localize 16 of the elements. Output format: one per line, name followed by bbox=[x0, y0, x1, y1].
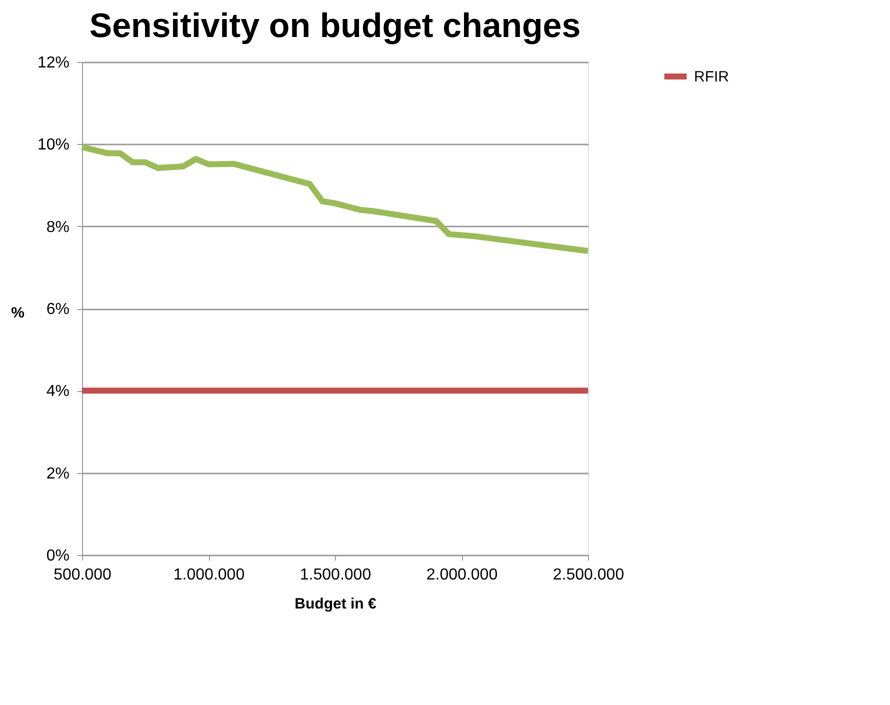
x-tick-label: 1.500.000 bbox=[300, 566, 372, 584]
x-tick-label: 1.000.000 bbox=[173, 566, 245, 584]
y-tick-label: 6% bbox=[46, 301, 70, 318]
chart-title: Sensitivity on budget changes bbox=[89, 7, 581, 45]
y-axis-title: % bbox=[11, 304, 24, 322]
y-tick-label: 12% bbox=[37, 54, 70, 72]
y-tick-label: 2% bbox=[46, 465, 70, 482]
y-tick-label: 10% bbox=[37, 136, 70, 154]
y-tick-label: 0% bbox=[46, 548, 70, 564]
x-tick-label: 500.000 bbox=[54, 566, 112, 584]
y-tick-label: 8% bbox=[46, 218, 70, 236]
x-tick-label: 2.000.000 bbox=[426, 566, 498, 584]
legend-label: RFIR bbox=[694, 68, 730, 86]
x-axis-title: Budget in € bbox=[294, 596, 377, 612]
x-tick-label: 2.500.000 bbox=[552, 566, 624, 584]
y-tick-label: 4% bbox=[46, 383, 70, 400]
